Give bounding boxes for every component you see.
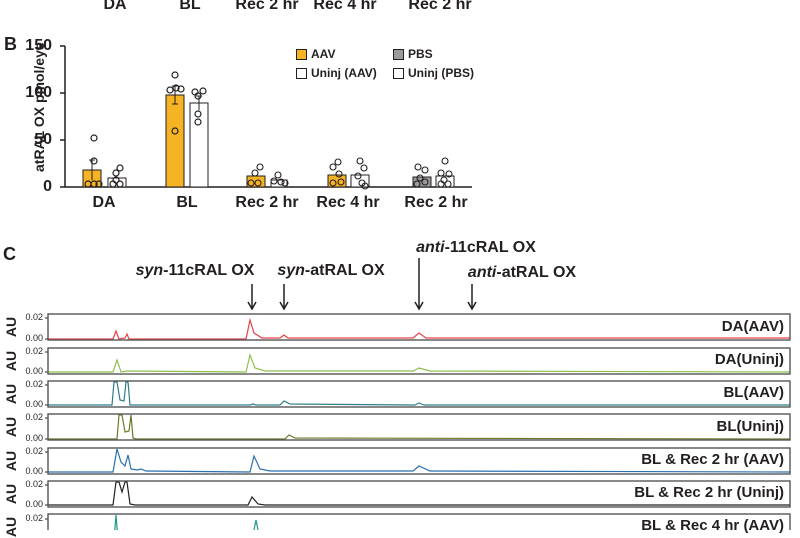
panel-a-xlabel-da: DA bbox=[103, 0, 127, 13]
xcat-bl: BL bbox=[176, 194, 198, 211]
ytick-100: 100 bbox=[25, 84, 52, 101]
ytick-top: 0.02 bbox=[25, 346, 43, 356]
trace-label-bl-rec2-uninj: BL & Rec 2 hr (Uninj) bbox=[634, 484, 784, 501]
ytick-0: 0 bbox=[43, 178, 52, 195]
trace-label-bl-rec2-aav: BL & Rec 2 hr (AAV) bbox=[641, 451, 784, 468]
xcat-rec4: Rec 4 hr bbox=[316, 194, 380, 211]
ytick-top: 0.02 bbox=[25, 446, 43, 456]
panel-b-plot bbox=[60, 45, 472, 190]
ytick-50: 50 bbox=[34, 131, 52, 148]
legend-label-aav: AAV bbox=[311, 47, 336, 61]
annot-suffix: -11cRAL OX bbox=[444, 239, 536, 256]
ytick-bottom: 0.00 bbox=[25, 499, 43, 509]
ytick-bottom: 0.00 bbox=[25, 399, 43, 409]
annot-anti-atral: anti-atRAL OX bbox=[468, 264, 576, 282]
ytick-bottom: 0.00 bbox=[25, 433, 43, 443]
ytick-top: 0.02 bbox=[25, 379, 43, 389]
panel-a-xlabel-rec2: Rec 2 hr bbox=[235, 0, 299, 13]
trace-label-bl-aav: BL(AAV) bbox=[723, 384, 784, 401]
annot-suffix: -atRAL OX bbox=[496, 264, 577, 281]
xcat-rec2: Rec 2 hr bbox=[235, 194, 299, 211]
annot-prefix: syn bbox=[135, 262, 164, 279]
annot-prefix: anti bbox=[416, 239, 445, 256]
legend-swatch-pbs bbox=[393, 48, 404, 60]
panel-b-letter: B bbox=[4, 34, 17, 54]
trace-label-da-uninj: DA(Uninj) bbox=[714, 351, 784, 368]
trace-label-da-aav: DA(AAV) bbox=[721, 318, 784, 335]
legend-swatch-uninj-pbs bbox=[393, 67, 404, 79]
panel-c-letter: C bbox=[3, 244, 16, 264]
annot-prefix: anti bbox=[467, 264, 497, 281]
legend-uninj-pbs: Uninj (PBS) bbox=[393, 66, 474, 80]
legend-swatch-uninj-aav bbox=[296, 67, 307, 79]
panel-a-xlabel-rec2-pbs: Rec 2 hr bbox=[408, 0, 472, 13]
panel-a-xlabel-rec4: Rec 4 hr bbox=[313, 0, 377, 13]
annotation-arrows bbox=[247, 258, 477, 311]
legend-label-uninj-pbs: Uninj (PBS) bbox=[408, 66, 474, 80]
ytick-bottom: 0.00 bbox=[25, 366, 43, 376]
legend-label-pbs: PBS bbox=[408, 47, 433, 61]
ytick-top: 0.02 bbox=[25, 479, 43, 489]
legend-aav: AAV bbox=[296, 47, 335, 61]
annot-syn-atral: syn-atRAL OX bbox=[277, 262, 384, 280]
ytick-bottom: 0.00 bbox=[25, 333, 43, 343]
annot-syn-11cral: syn-11cRAL OX bbox=[136, 262, 255, 280]
ytick-top: 0.02 bbox=[25, 412, 43, 422]
ytick-150: 150 bbox=[25, 37, 52, 54]
trace-label-bl-rec4-aav: BL & Rec 4 hr (AAV) bbox=[641, 517, 784, 534]
trace-label-bl-uninj: BL(Uninj) bbox=[716, 418, 784, 435]
annot-prefix: syn bbox=[277, 262, 305, 279]
ytick-bottom: 0.00 bbox=[25, 466, 43, 476]
annot-anti-11cral: anti-11cRAL OX bbox=[416, 239, 536, 257]
legend-pbs: PBS bbox=[393, 47, 433, 61]
xcat-da: DA bbox=[92, 194, 116, 211]
legend-swatch-aav bbox=[296, 48, 307, 60]
annot-suffix: -11cRAL OX bbox=[163, 262, 255, 279]
legend-uninj-aav: Uninj (AAV) bbox=[296, 66, 377, 80]
annot-suffix: -atRAL OX bbox=[304, 262, 385, 279]
panel-a-xlabel-bl: BL bbox=[179, 0, 201, 13]
ytick-top: 0.02 bbox=[25, 312, 43, 322]
legend-label-uninj-aav: Uninj (AAV) bbox=[311, 66, 377, 80]
xcat-rec2-pbs: Rec 2 hr bbox=[404, 194, 468, 211]
ytick-top: 0.02 bbox=[25, 513, 43, 523]
